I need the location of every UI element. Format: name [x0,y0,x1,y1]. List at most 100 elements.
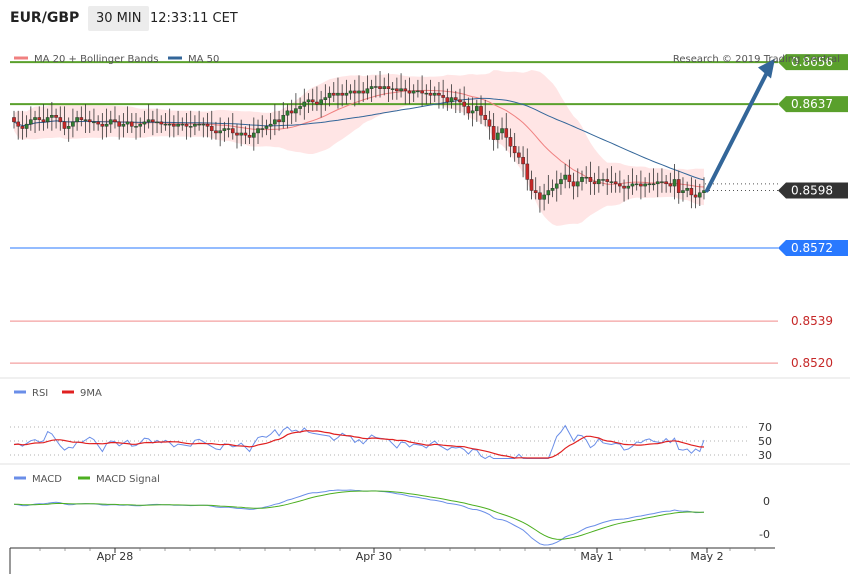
candle-body [416,90,420,93]
macd-tick: -0 [759,528,770,541]
candle-body [92,121,96,124]
price-label-0.8598: 0.8598 [791,184,833,198]
candle-body [693,194,698,198]
candle-body [609,181,614,183]
candle-body [134,126,138,128]
candle-body [66,126,71,129]
candle-body [273,119,277,125]
candle-body [571,181,576,187]
timeframe-button[interactable]: 30 MIN [88,6,150,31]
candle-body [424,92,429,95]
candle-body [542,194,546,200]
currency-pair: EUR/GBP [10,10,80,26]
candle-body [142,121,147,125]
candle-body [529,179,534,191]
candle-body [689,188,694,196]
candle-body [559,179,563,185]
chart-header: EUR/GBP 30 MIN 12:33:11 CET [0,0,850,38]
candle-body [315,101,319,105]
x-tick-label: Apr 30 [356,550,393,563]
candle-body [146,119,151,123]
candle-body [390,88,395,90]
candle-body [647,183,652,186]
candle-body [352,90,357,94]
candle-body [655,181,660,185]
candle-body [310,99,315,103]
candle-body [159,121,164,125]
candle-body [575,181,580,187]
x-tick-label: May 1 [580,550,613,563]
candle-body [369,86,374,89]
candle-body [411,90,416,94]
price-label-0.8572: 0.8572 [791,241,833,255]
candle-body [437,92,441,96]
candle-body [685,188,689,191]
candle-body [592,181,597,185]
price-label-0.8656: 0.8656 [791,55,833,69]
candle-body [108,119,113,125]
candle-body [71,121,75,127]
legend-entry: MA 50 [188,54,219,65]
candle-body [230,128,235,134]
candle-body [643,183,647,187]
candle-body [151,119,155,123]
candle-body [660,181,664,183]
candle-body [668,183,673,187]
candle-body [588,177,593,182]
candle-body [512,146,517,154]
rsi-line [13,424,705,460]
candle-body [45,117,50,123]
candle-body [193,123,197,127]
candle-body [243,132,248,136]
candle-body [407,90,412,94]
candle-body [54,115,58,118]
candle-body [331,92,336,96]
candle-body [130,121,134,127]
candle-body [466,106,471,114]
candle-body [188,126,193,128]
candle-body [382,86,387,89]
candle-body [550,188,555,191]
candle-body [298,106,302,109]
candle-body [525,163,530,180]
candle-body [83,119,88,121]
candle-body [319,99,323,105]
candle-body [24,123,29,129]
rsi-tick: 30 [758,449,772,462]
candle-body [87,119,92,123]
candle-body [613,181,618,185]
candle-body [155,121,159,124]
rsi-tick: 70 [758,421,772,434]
legend-entry: MACD [32,474,62,485]
legend-entry: MA 20 + Bollinger Bands [34,54,158,65]
candle-body [323,97,328,100]
candle-body [180,123,185,126]
candle-body [399,88,403,92]
candle-body [20,126,25,129]
candle-body [618,183,622,187]
candle-body [538,192,542,200]
legend-entry: MACD Signal [96,474,160,485]
price-label-0.8520: 0.8520 [791,356,833,370]
candle-body [483,115,488,120]
candle-body [302,101,307,107]
candle-body [104,123,109,127]
candle-body [496,132,500,140]
price-label-0.8539: 0.8539 [791,314,833,328]
candle-body [672,179,677,187]
candle-body [281,115,286,123]
candle-body [239,132,243,136]
candle-body [306,99,311,103]
candle-body [584,177,588,179]
candle-body [29,119,33,125]
candle-body [563,174,567,180]
candle-body [458,99,462,103]
candle-body [634,183,639,186]
candle-body [487,119,492,127]
candle-body [676,179,681,193]
candle-body [58,117,63,123]
candle-body [138,123,143,127]
candle-body [664,181,668,185]
candle-body [597,179,601,185]
